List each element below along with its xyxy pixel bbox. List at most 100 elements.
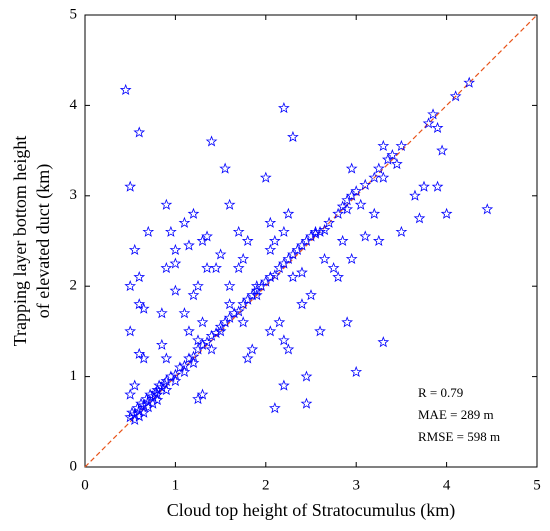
point bbox=[377, 171, 390, 183]
point bbox=[160, 198, 173, 210]
y-tick-label: 2 bbox=[70, 278, 78, 294]
point bbox=[205, 329, 218, 341]
point bbox=[155, 381, 168, 393]
point bbox=[418, 180, 430, 192]
point bbox=[273, 316, 286, 328]
point bbox=[327, 261, 340, 274]
point bbox=[440, 207, 453, 219]
point bbox=[278, 379, 290, 391]
point bbox=[282, 207, 295, 219]
point bbox=[228, 307, 241, 319]
point bbox=[449, 90, 462, 102]
point bbox=[169, 284, 182, 296]
point bbox=[178, 307, 191, 319]
point bbox=[427, 108, 439, 120]
point bbox=[133, 271, 146, 283]
point bbox=[241, 352, 254, 364]
y-tick-label: 4 bbox=[70, 97, 78, 113]
point bbox=[137, 352, 150, 364]
point bbox=[278, 334, 290, 346]
point bbox=[237, 316, 250, 328]
point bbox=[246, 343, 259, 355]
point bbox=[305, 230, 317, 242]
point bbox=[151, 388, 164, 400]
point bbox=[223, 198, 236, 210]
x-tick-label: 2 bbox=[262, 477, 270, 493]
y-tick-label: 1 bbox=[70, 368, 78, 384]
point bbox=[155, 307, 168, 319]
point bbox=[124, 180, 137, 192]
point bbox=[463, 76, 476, 88]
point bbox=[174, 361, 186, 373]
point bbox=[359, 230, 372, 242]
y-axis-label: Trapping layer bottom height bbox=[10, 136, 30, 347]
point bbox=[133, 347, 146, 359]
point bbox=[282, 343, 295, 355]
y-tick-label: 0 bbox=[70, 458, 78, 474]
point bbox=[201, 230, 213, 242]
point bbox=[214, 248, 227, 260]
x-tick-label: 1 bbox=[172, 477, 180, 493]
point bbox=[165, 370, 177, 382]
point bbox=[124, 280, 137, 292]
point bbox=[368, 171, 381, 183]
point bbox=[323, 216, 335, 228]
point bbox=[133, 298, 146, 310]
point bbox=[273, 261, 286, 274]
point bbox=[219, 162, 231, 174]
point bbox=[368, 207, 381, 219]
point bbox=[372, 234, 385, 246]
point bbox=[165, 225, 177, 237]
point bbox=[314, 225, 326, 237]
x-tick-label: 0 bbox=[81, 477, 89, 493]
x-tick-label: 5 bbox=[533, 477, 541, 493]
annotation: RMSE = 598 m bbox=[418, 429, 500, 444]
point bbox=[264, 216, 277, 228]
point bbox=[137, 302, 150, 314]
point bbox=[268, 269, 281, 281]
point bbox=[259, 171, 272, 183]
point bbox=[155, 338, 168, 350]
point bbox=[409, 189, 421, 201]
point bbox=[201, 261, 213, 274]
point bbox=[196, 234, 209, 246]
point bbox=[300, 397, 313, 409]
point bbox=[160, 261, 173, 274]
point bbox=[210, 327, 222, 339]
point bbox=[287, 271, 299, 283]
point bbox=[386, 148, 399, 161]
point bbox=[210, 261, 222, 274]
point bbox=[137, 406, 150, 418]
point bbox=[232, 305, 245, 317]
point bbox=[223, 280, 236, 292]
point bbox=[205, 135, 218, 147]
point bbox=[187, 289, 200, 301]
point bbox=[192, 334, 204, 346]
point bbox=[296, 266, 308, 278]
point bbox=[481, 203, 494, 215]
point bbox=[431, 180, 444, 192]
point bbox=[336, 200, 349, 212]
point bbox=[318, 252, 331, 265]
point bbox=[128, 413, 141, 425]
point bbox=[178, 365, 191, 378]
point bbox=[268, 402, 281, 414]
point bbox=[287, 130, 299, 143]
point bbox=[160, 352, 173, 364]
point bbox=[187, 207, 200, 219]
point bbox=[237, 252, 250, 265]
point bbox=[160, 384, 173, 396]
point bbox=[131, 402, 144, 414]
point bbox=[372, 162, 385, 174]
point bbox=[124, 325, 137, 337]
point bbox=[354, 198, 367, 210]
point bbox=[296, 298, 308, 310]
point bbox=[142, 225, 155, 237]
point bbox=[377, 139, 390, 152]
point bbox=[278, 225, 290, 237]
point bbox=[345, 162, 358, 174]
point bbox=[196, 316, 209, 328]
point bbox=[133, 126, 146, 138]
point bbox=[142, 401, 155, 413]
